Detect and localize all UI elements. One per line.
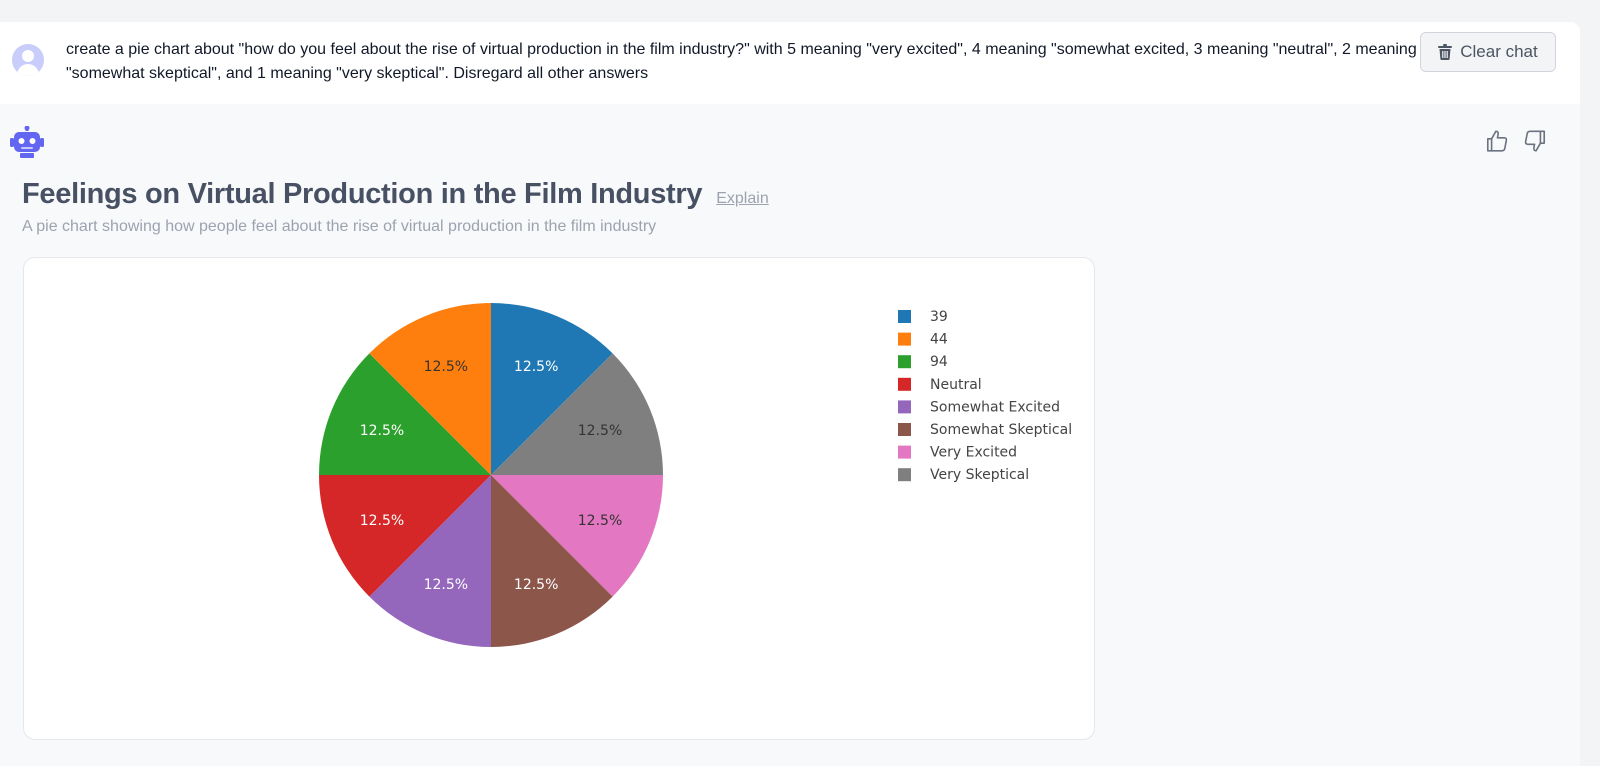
slice-label-neutral: 12.5% [360,513,404,529]
legend-label-39[interactable]: 39 [930,309,948,325]
legend-swatch-44[interactable] [898,332,911,346]
pie-chart: 12.5% 12.5% 12.5% 12.5% 12.5% 12.5% 12.5% 12.5%… [319,303,1072,647]
pie-slice-44[interactable] [369,303,491,475]
pie-slice-94[interactable] [319,353,491,475]
user-message-text: create a pie chart about "how do you fee… [66,41,1422,82]
slice-label-39: 12.5% [514,359,558,375]
chat-panel: create a pie chart about "how do you fee… [0,22,1580,766]
legend-swatch-very-excited[interactable] [898,445,911,459]
chart-title: Feelings on Virtual Production in the Fi… [22,178,703,210]
legend-label-very-excited[interactable]: Very Excited [930,445,1017,461]
legend-label-very-skeptical[interactable]: Very Skeptical [930,467,1029,483]
legend-swatch-very-skeptical[interactable] [898,468,911,482]
slice-label-very-skeptical: 12.5% [578,423,622,439]
chart-card: 12.5% 12.5% 12.5% 12.5% 12.5% 12.5% 12.5% 12.5%… [23,257,1095,740]
slice-label-44: 12.5% [424,359,468,375]
thumbs-up-icon[interactable] [1484,128,1510,154]
user-avatar-icon [12,44,44,76]
legend-swatch-somewhat-excited[interactable] [898,400,911,414]
clear-chat-button[interactable]: Clear chat [1420,32,1556,72]
legend-swatch-somewhat-skeptical[interactable] [898,423,911,436]
legend-swatch-39[interactable] [898,310,911,323]
legend-swatch-neutral[interactable] [898,377,911,391]
pie-slice-very-skeptical[interactable] [491,353,663,475]
slice-label-very-excited: 12.5% [578,513,622,529]
chart-subtitle: A pie chart showing how people feel abou… [22,218,657,235]
legend-label-44[interactable]: 44 [930,332,948,348]
pie-slice-somewhat-skeptical[interactable] [491,475,613,647]
thumbs-down-icon[interactable] [1522,128,1548,154]
legend-label-94[interactable]: 94 [930,354,948,370]
legend-label-neutral[interactable]: Neutral [930,377,982,393]
slice-label-somewhat-skeptical: 12.5% [514,577,558,593]
chart-header: Feelings on Virtual Production in the Fi… [22,178,769,211]
trash-icon [1438,44,1453,60]
robot-icon [10,126,44,158]
clear-chat-label: Clear chat [1460,42,1538,61]
legend-label-somewhat-excited[interactable]: Somewhat Excited [930,399,1060,415]
pie-slice-39[interactable] [491,303,613,475]
slice-label-somewhat-excited: 12.5% [424,577,468,593]
legend-label-somewhat-skeptical[interactable]: Somewhat Skeptical [930,422,1072,438]
legend-swatch-94[interactable] [898,355,911,369]
slice-label-94: 12.5% [360,423,404,439]
pie-slice-neutral[interactable] [319,475,491,597]
pie-slice-very-excited[interactable] [491,475,663,597]
user-message: create a pie chart about "how do you fee… [0,22,1580,104]
pie-slice-somewhat-excited[interactable] [369,475,491,647]
explain-link[interactable]: Explain [716,190,769,207]
